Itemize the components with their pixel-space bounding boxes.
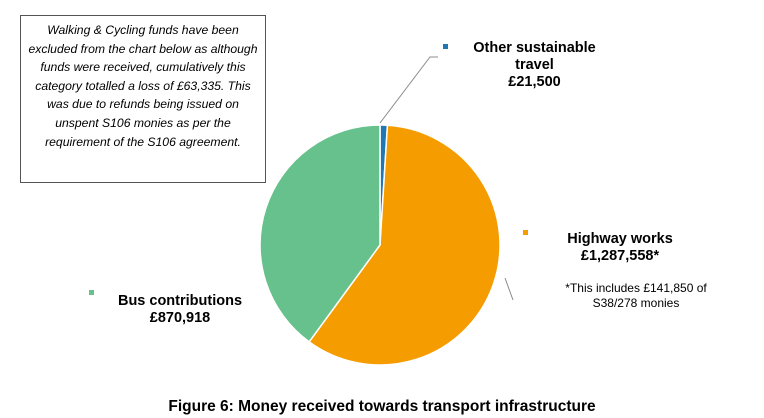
label-name: Other sustainable travel (473, 40, 596, 73)
exclusion-note: Walking & Cycling funds have been exclud… (20, 15, 266, 183)
label-name: Bus contributions (117, 293, 243, 309)
slice-bus-contributions (259, 124, 381, 343)
legend-marker-other (443, 44, 448, 49)
label-highway-works: Highway works £1,287,558* (540, 231, 700, 265)
label-bus-contributions: Bus contributions £870,918 (100, 293, 260, 327)
legend-marker-highway (523, 230, 528, 235)
leader-line-other (379, 56, 438, 124)
label-value: £1,287,558* (580, 248, 660, 264)
label-other-sustainable-travel: Other sustainable travel £21,500 (452, 40, 617, 91)
label-value: £870,918 (149, 310, 211, 326)
figure-caption: Figure 6: Money received towards transpo… (168, 398, 596, 415)
leader-line-highway (504, 277, 514, 301)
legend-marker-bus (89, 290, 94, 295)
label-value: £21,500 (508, 74, 561, 90)
highway-footnote: *This includes £141,850 of S38/278 monie… (565, 281, 707, 310)
slice-highway-works (308, 124, 501, 366)
label-name: Highway works (567, 231, 673, 247)
